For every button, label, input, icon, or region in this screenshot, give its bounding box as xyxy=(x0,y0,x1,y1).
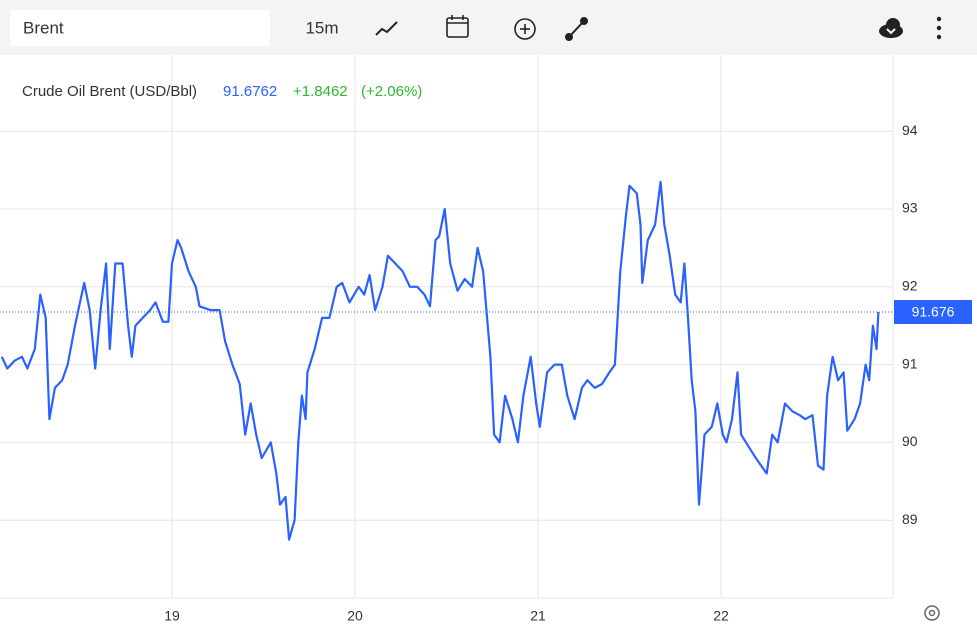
x-tick-label: 21 xyxy=(530,608,546,624)
y-tick-label: 93 xyxy=(902,200,918,216)
download-icon[interactable] xyxy=(879,18,903,38)
chart-title: Crude Oil Brent (USD/Bbl) xyxy=(22,83,197,100)
menu-icon[interactable] xyxy=(936,16,942,40)
y-tick-label: 92 xyxy=(902,278,918,294)
x-tick-label: 20 xyxy=(347,608,363,624)
settings-icon[interactable] xyxy=(924,605,940,621)
price-line xyxy=(0,180,880,541)
y-tick-label: 91 xyxy=(902,355,918,371)
y-tick-label: 90 xyxy=(902,433,918,449)
interval-button[interactable]: 15m xyxy=(305,18,338,37)
y-tick-label: 94 xyxy=(902,122,918,138)
draw-icon[interactable] xyxy=(565,17,588,41)
add-icon[interactable] xyxy=(514,18,536,40)
change: +1.8462 xyxy=(293,83,348,100)
x-tick-label: 19 xyxy=(164,608,180,624)
calendar-icon[interactable] xyxy=(446,15,469,38)
y-tick-label: 89 xyxy=(902,511,918,527)
price: 91.6762 xyxy=(223,83,277,100)
indicator-icon[interactable] xyxy=(375,21,398,36)
last-price-label: 91.676 xyxy=(912,304,955,320)
search-box[interactable] xyxy=(10,10,270,46)
search-text: Brent xyxy=(23,18,64,37)
last-price-box xyxy=(894,300,972,325)
change-percent: (+2.06%) xyxy=(361,83,422,100)
x-tick-label: 22 xyxy=(713,608,729,624)
